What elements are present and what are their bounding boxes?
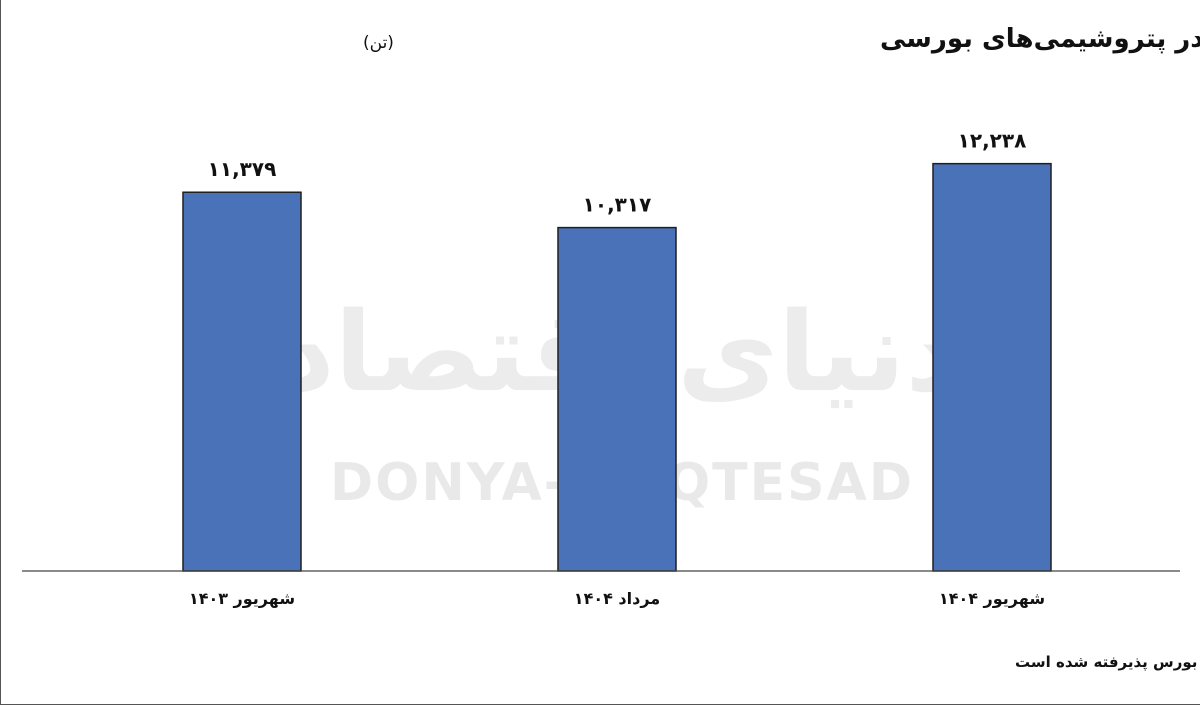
bars-group: ۱۱,۳۷۹ شهریور ۱۴۰۳ ۱۰,۳۱۷ مرداد ۱۴۰۴ ۱۲,۲۳۸ ش… <box>182 129 1052 608</box>
chart-footnote: میزان کل تولید پی‌وی‌سی در گزارش‌های کدا… <box>1015 653 1200 672</box>
category-label-1: شهریور ۱۴۰۳ <box>189 589 295 608</box>
bar-3 <box>932 162 1052 572</box>
value-label-1: ۱۱,۳۷۹ <box>208 157 277 181</box>
chart-title: حجم تولید پی‌وی‌سی در پتروشیمی‌های بورسی <box>880 24 1200 54</box>
value-label-3: ۱۲,۲۳۸ <box>958 129 1027 153</box>
chart-unit: (تن) <box>363 33 394 53</box>
bar-1 <box>182 191 302 572</box>
category-label-3: شهریور ۱۴۰۴ <box>939 589 1045 608</box>
bar-2 <box>557 226 677 572</box>
value-label-2: ۱۰,۳۱۷ <box>583 193 652 217</box>
category-label-2: مرداد ۱۴۰۴ <box>574 589 660 608</box>
